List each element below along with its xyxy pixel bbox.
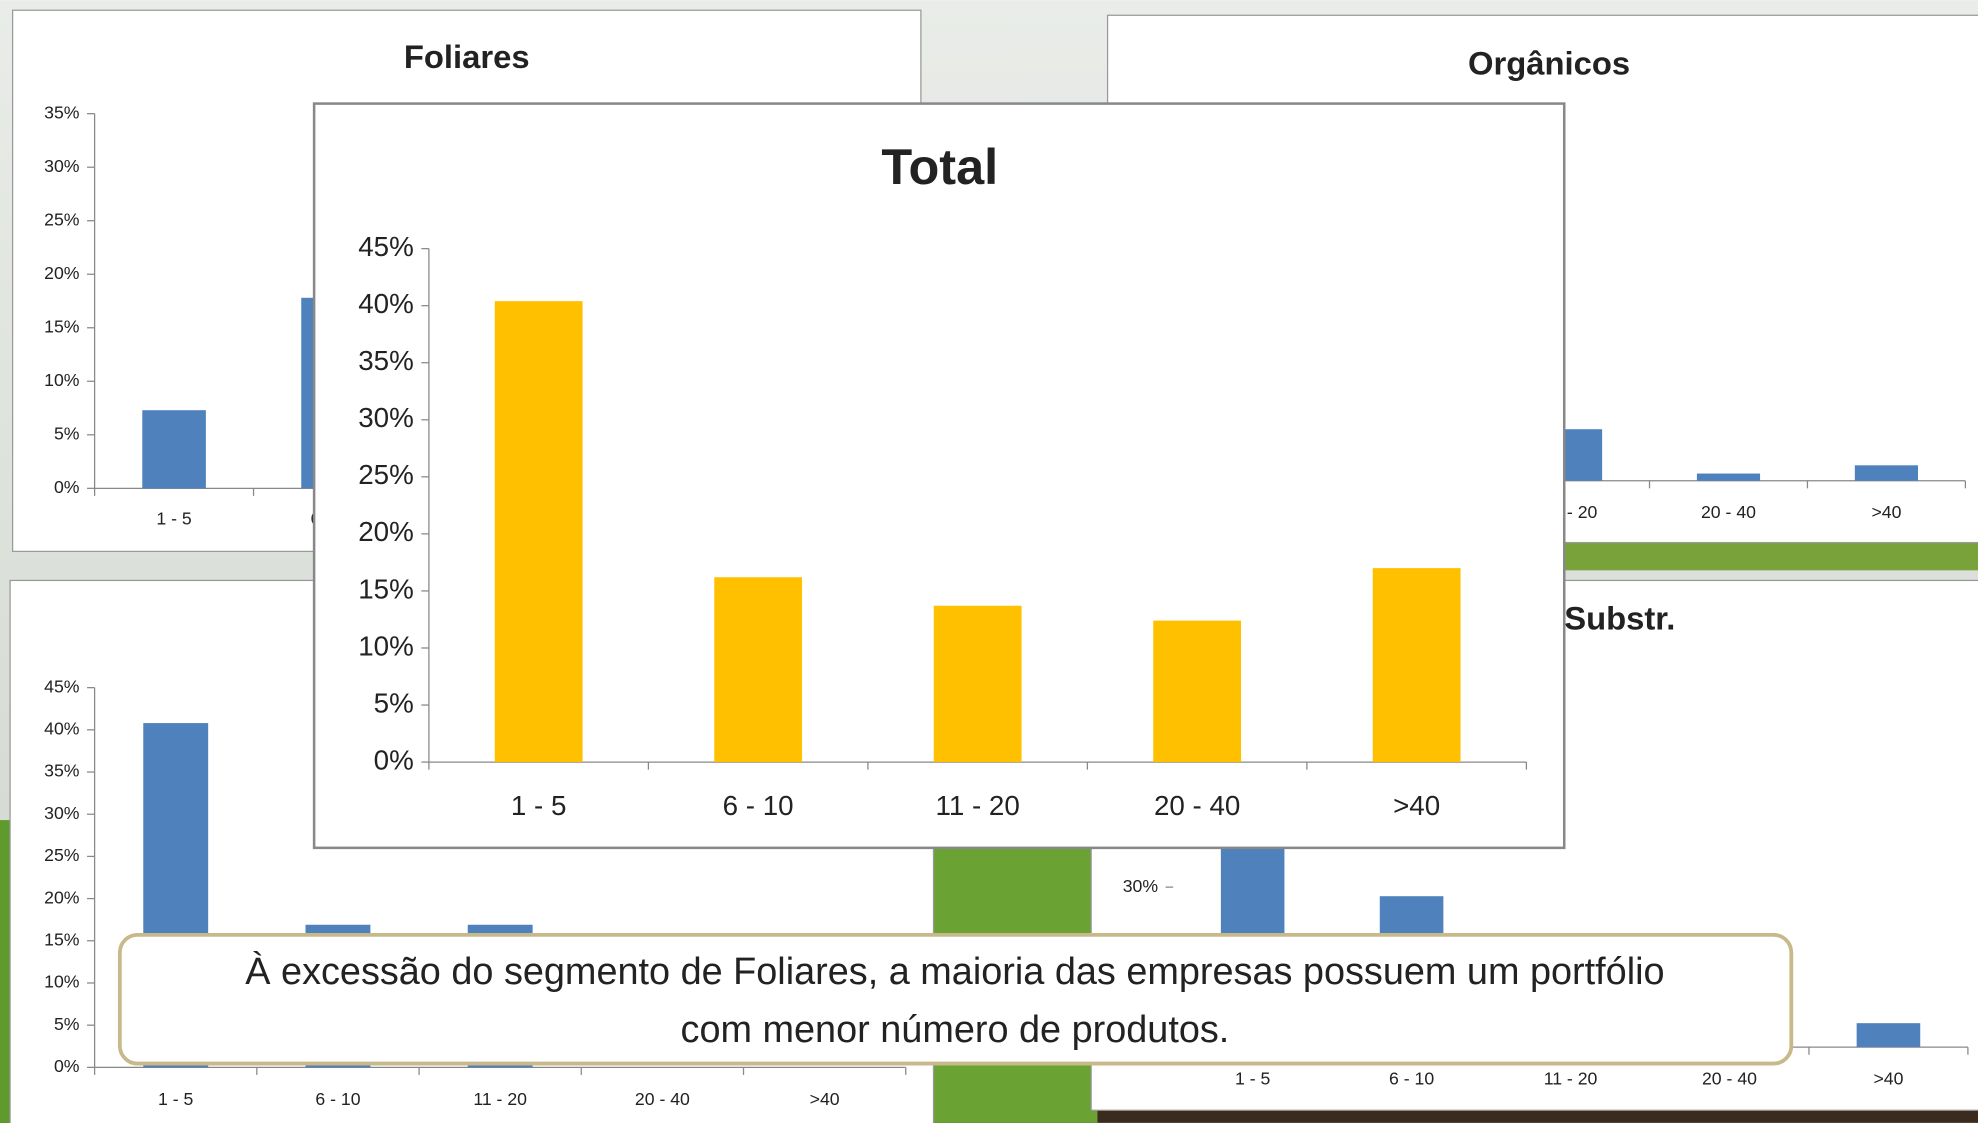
y-tick-label: 15% — [44, 316, 80, 336]
bar — [1854, 465, 1919, 481]
x-tick-label: 1 - 5 — [1235, 1069, 1271, 1089]
x-tick-label: 6 - 10 — [315, 1089, 360, 1109]
x-tick-label: 1 - 5 — [156, 509, 192, 529]
y-tick-label: 15% — [44, 929, 80, 949]
caption-box — [117, 933, 1794, 1066]
y-tick-label: 40% — [44, 719, 80, 739]
bar — [1696, 473, 1761, 481]
y-tick-label: 30% — [1123, 876, 1159, 896]
chart-title: Substr. — [1564, 599, 1675, 636]
bar — [142, 410, 206, 489]
x-tick-label: 20 - 40 — [635, 1089, 690, 1109]
y-tick-label: 25% — [44, 209, 80, 229]
chart-title: Foliares — [404, 38, 530, 75]
chart-title: Total — [881, 138, 998, 195]
x-tick-label: >40 — [1873, 1069, 1903, 1089]
x-tick-label: 11 - 20 — [935, 790, 1019, 821]
x-tick-label: 20 - 40 — [1154, 790, 1240, 821]
bar — [714, 577, 803, 763]
y-tick-label: 15% — [358, 573, 414, 604]
y-tick-label: 0% — [374, 744, 414, 775]
y-tick-label: 5% — [54, 423, 80, 443]
y-tick-label: 35% — [44, 102, 80, 122]
y-tick-label: 0% — [54, 1056, 80, 1076]
y-tick-label: 30% — [44, 156, 80, 176]
y-tick-label: 5% — [54, 1014, 80, 1034]
bar — [1153, 620, 1242, 763]
y-tick-label: 20% — [44, 887, 80, 907]
y-tick-label: 20% — [358, 516, 414, 547]
y-tick-label: 10% — [44, 972, 80, 992]
y-tick-label: 25% — [358, 459, 414, 490]
y-tick-label: 20% — [44, 263, 80, 283]
caption-line: À excessão do segmento de Foliares, a ma… — [245, 951, 1664, 993]
bar — [1856, 1023, 1921, 1048]
x-tick-label: 1 - 5 — [158, 1089, 194, 1109]
y-tick-label: 25% — [44, 845, 80, 865]
x-tick-label: >40 — [1393, 790, 1440, 821]
y-tick-label: 40% — [358, 288, 414, 319]
caption-line: com menor número de produtos. — [681, 1009, 1230, 1051]
y-tick-label: 30% — [358, 402, 414, 433]
y-tick-label: 10% — [44, 370, 80, 390]
x-tick-label: 11 - 20 — [473, 1089, 527, 1109]
bar — [494, 301, 583, 763]
x-tick-label: 6 - 10 — [1389, 1069, 1434, 1089]
y-tick-label: 45% — [358, 231, 414, 262]
x-tick-label: >40 — [1871, 502, 1901, 522]
x-tick-label: 20 - 40 — [1701, 502, 1756, 522]
x-tick-label: >40 — [810, 1089, 840, 1109]
y-tick-label: 35% — [358, 345, 414, 376]
bar — [933, 605, 1022, 763]
x-tick-label: 6 - 10 — [723, 790, 794, 821]
y-tick-label: 5% — [374, 687, 414, 718]
y-tick-label: 30% — [44, 803, 80, 823]
bar — [1372, 568, 1461, 763]
chart: Total 0% 5% 10% 15% 20% 25% 30% 35% 40% 45% 1 - 5 6 … — [312, 102, 1566, 850]
y-tick-label: 0% — [54, 477, 80, 497]
green-strip — [1564, 540, 1978, 571]
x-tick-label: 20 - 40 — [1702, 1069, 1757, 1089]
x-tick-label: 1 - 5 — [511, 790, 567, 821]
chart-title: Orgânicos — [1468, 44, 1630, 81]
y-tick-label: 35% — [44, 761, 80, 781]
y-tick-label: 10% — [358, 630, 414, 661]
y-tick-label: 45% — [44, 676, 80, 696]
x-tick-label: 11 - 20 — [1544, 1069, 1598, 1089]
